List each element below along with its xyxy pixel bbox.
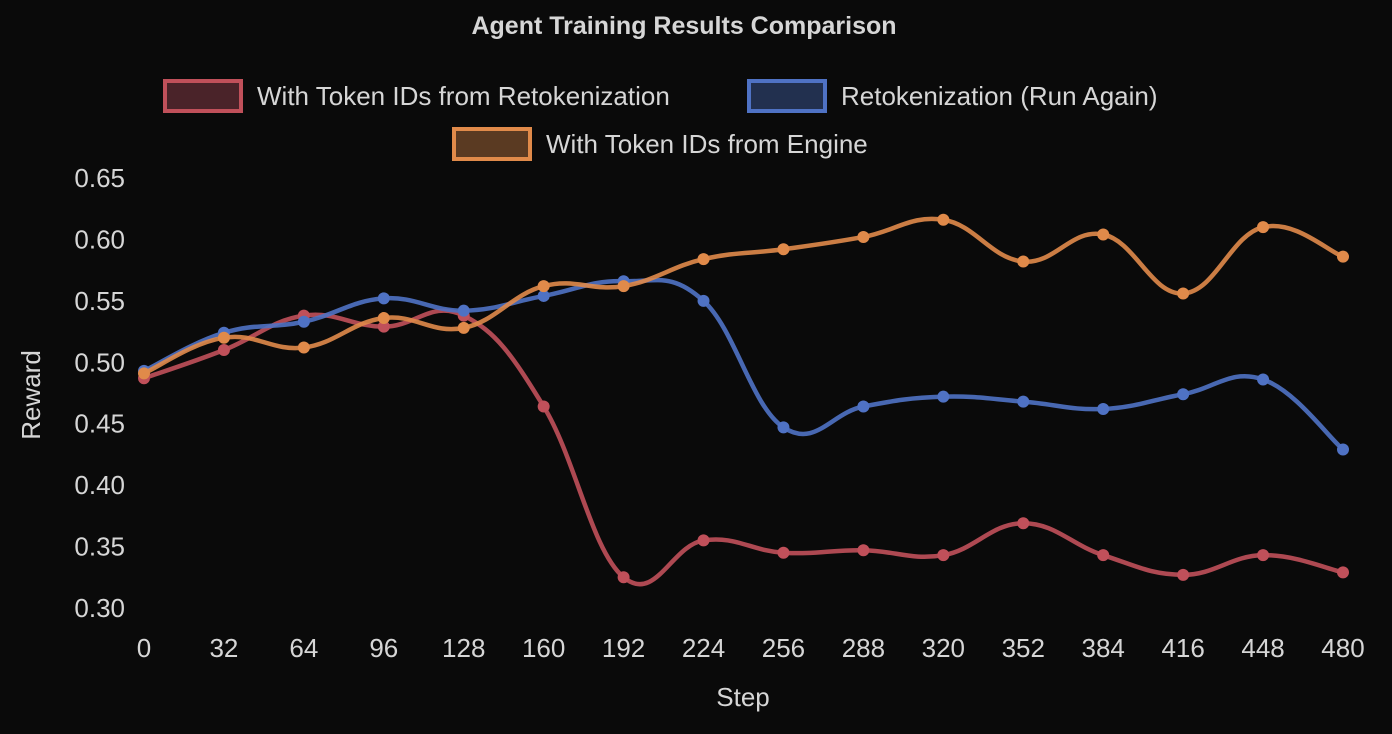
y-tick-label: 0.55 [74,286,125,316]
x-tick-label: 320 [922,633,965,663]
data-point [1017,255,1030,268]
x-tick-label: 128 [442,633,485,663]
x-tick-label: 352 [1002,633,1045,663]
legend-label: Retokenization (Run Again) [841,81,1158,111]
data-point [297,341,310,354]
y-axis-label: Reward [16,350,46,440]
data-point [1257,221,1270,234]
y-tick-label: 0.40 [74,470,125,500]
data-point [537,400,550,413]
y-tick-label: 0.30 [74,593,125,623]
y-tick-label: 0.65 [74,163,125,193]
data-point [1017,395,1030,408]
data-point [217,331,230,344]
data-point [138,367,150,380]
x-tick-label: 416 [1161,633,1204,663]
data-point [457,321,470,334]
data-point [937,549,950,562]
x-tick-label: 448 [1241,633,1284,663]
data-point [1337,566,1349,579]
data-point [1337,250,1349,263]
data-point [777,421,790,434]
chart-title: Agent Training Results Comparison [471,12,896,40]
series-line [143,216,1344,376]
legend-label: With Token IDs from Engine [546,129,868,159]
data-point [937,213,950,226]
data-point [377,292,390,305]
x-tick-label: 0 [137,633,151,663]
data-point [537,289,550,302]
legend-item: Retokenization (Run Again) [747,79,1158,113]
y-axis: 0.30 0.35 0.40 0.45 0.50 0.55 0.60 0.65 [74,163,125,623]
x-tick-label: 96 [369,633,398,663]
x-axis: 0 32 64 96 128 160 192 224 256 288 320 352 384 416 448… [137,633,1365,663]
legend-label: With Token IDs from Retokenization [257,81,670,111]
x-tick-label: 288 [842,633,885,663]
data-point [1097,228,1110,241]
data-point [1337,443,1349,456]
x-tick-label: 224 [682,633,725,663]
legend-swatch [163,79,243,113]
data-point [377,320,390,333]
data-point [377,312,390,325]
data-point [1097,402,1110,415]
data-point [617,571,630,584]
data-point [857,230,870,243]
data-point [1257,549,1270,562]
data-point [697,534,710,547]
data-point [1257,373,1270,386]
data-point [217,344,230,356]
x-tick-label: 480 [1321,633,1364,663]
x-axis-label: Step [716,682,770,712]
data-point [1177,568,1190,581]
x-tick-label: 256 [762,633,805,663]
series-2 [138,213,1349,380]
x-tick-label: 64 [289,633,318,663]
legend-item: With Token IDs from Engine [452,127,868,161]
y-tick-label: 0.60 [74,224,125,254]
data-point [1177,287,1190,300]
data-point [457,304,470,317]
legend: With Token IDs from Retokenization Retoke… [163,79,1158,161]
series-line [143,277,1345,452]
data-point [857,400,870,413]
data-point [697,294,710,307]
series-0 [138,308,1349,587]
data-point [777,546,790,559]
y-tick-label: 0.50 [74,347,125,377]
legend-swatch [747,79,827,113]
series-1 [138,275,1349,456]
x-tick-label: 384 [1082,633,1125,663]
data-point [1177,388,1190,401]
legend-item: With Token IDs from Retokenization [163,79,670,113]
data-point [697,253,710,266]
data-point [537,280,550,293]
data-point [617,280,630,293]
x-tick-label: 192 [602,633,645,663]
data-point [937,390,950,403]
y-tick-label: 0.45 [74,409,125,439]
data-point [777,243,790,256]
series-line [143,308,1344,587]
data-point [1017,517,1030,530]
data-point [297,315,310,328]
plot-area [138,213,1349,587]
data-point [857,544,870,557]
x-tick-label: 32 [209,633,238,663]
x-tick-label: 160 [522,633,565,663]
y-tick-label: 0.35 [74,532,125,562]
data-point [1097,549,1110,562]
legend-swatch [452,127,532,161]
